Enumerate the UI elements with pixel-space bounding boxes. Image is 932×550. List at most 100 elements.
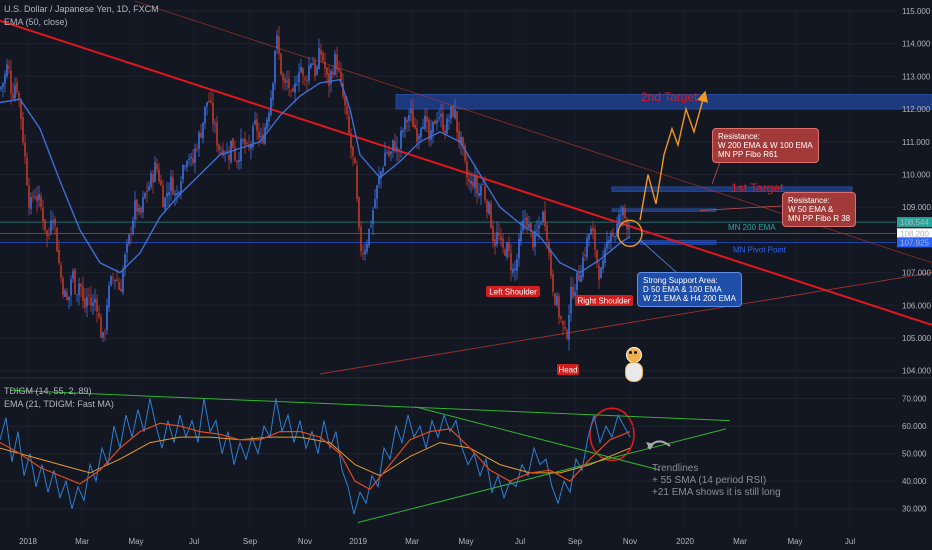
candle-body [278,36,280,54]
candle-body [126,243,128,253]
candle-body [350,133,352,149]
rsi-line [0,398,631,515]
support-line-1: Strong Support Area: [643,276,718,285]
candle-body [390,151,392,154]
candle-body [188,159,190,160]
candle-body [292,88,294,92]
rsi-upper-trendline [9,389,731,422]
candle-body [398,149,400,151]
candle-body [440,114,442,117]
candle-body [582,257,584,278]
ema-sub-indicator-label[interactable]: EMA (21, TDIGM: Fast MA) [4,399,114,409]
candle-body [622,207,624,216]
candle-body [354,157,356,164]
time-axis: 2018 Mar May Jul Sep Nov 2019 Mar May Jul Sep Nov 20… [19,537,855,546]
candle-body [214,123,216,125]
ema-indicator-label[interactable]: EMA (50, close) [4,17,68,27]
zone-rect [611,208,717,212]
connector [699,205,783,211]
candle-body [302,68,304,76]
candle-body [256,119,258,131]
x-tick-label: 2019 [349,537,367,546]
tdigm-indicator-label[interactable]: TDIGM (14, 55, 2, 89) [4,386,92,396]
candle-body [362,253,364,255]
y-tick-label: 115.000 [902,7,931,16]
candle-body [402,130,404,133]
support-highlight-circle [617,219,643,248]
price-flag-value: 108.544 [900,218,929,227]
candle-body [72,271,74,279]
candle-body [484,185,486,200]
candle-body [142,197,144,213]
candle-body [82,286,84,301]
candle-body [270,98,272,115]
candle-body [100,317,102,338]
candle-body [542,211,544,222]
resistance-upper-line-2: W 200 EMA & W 100 EMA [718,141,813,150]
candle-body [496,232,498,245]
candle-body [340,71,342,82]
candle-body [344,96,346,106]
y-tick-label: 110.000 [902,170,931,179]
candle-body [284,78,286,84]
candle-body [144,192,146,198]
candle-body [628,227,630,230]
x-tick-label: Mar [733,537,747,546]
candle-body [236,160,238,163]
candle-body [412,109,414,127]
candle-body [308,65,310,81]
candle-body [60,265,62,278]
candle-body [334,53,336,75]
candle-body [182,164,184,180]
candle-body [180,181,182,194]
candle-body [322,52,324,62]
candle-body [374,199,376,208]
candle-body [124,254,126,270]
candle-body [598,265,600,280]
candle-body [324,61,326,69]
price-flag-value: 107.925 [900,238,929,247]
candle-body [392,139,394,151]
candle-body [410,109,412,114]
candle-body [538,225,540,229]
candle-body [268,112,270,122]
rsi-highlight-circle [589,407,635,462]
candle-body [418,135,420,140]
candle-body [174,193,176,196]
sub-y-tick-label: 50.000 [902,450,927,459]
candle-body [364,250,366,255]
candle-body [526,217,528,227]
candle-body [216,122,218,146]
candle-body [490,203,492,228]
y-tick-label: 105.000 [902,334,931,343]
candle-body [546,224,548,241]
candle-body [94,298,96,303]
candle-body [482,184,484,185]
candle-body [130,233,132,235]
candle-body [320,50,322,55]
candle-body [578,273,580,281]
candle-body [158,169,160,182]
candle-body [454,109,456,119]
connector [711,161,721,185]
candle-body [474,175,476,189]
symbol-title: U.S. Dollar / Japanese Yen, 1D, FXCM [4,4,159,14]
candle-body [314,61,316,77]
candle-body [620,214,622,216]
candle-body [154,162,156,182]
candle-body [530,222,532,231]
candle-body [328,72,330,87]
candle-body [400,130,402,149]
candle-body [416,128,418,142]
candle-body [446,118,448,134]
candle-body [96,299,98,312]
candle-body [596,250,598,264]
main-grid [0,6,896,530]
candle-body [118,282,120,290]
candle-body [190,156,192,159]
candle-body [378,176,380,185]
x-tick-label: May [458,537,473,546]
zone-rect [611,186,853,192]
candle-body [90,297,92,306]
